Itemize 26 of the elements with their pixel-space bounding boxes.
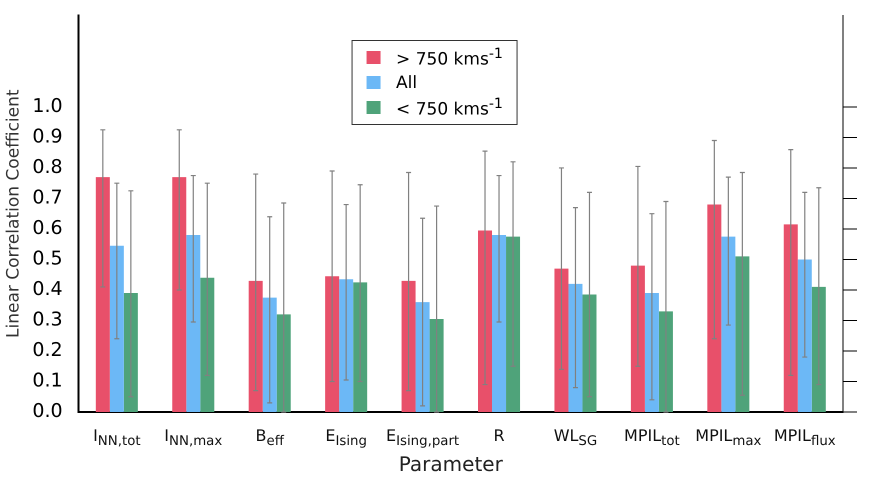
x-tick-label: I$_{NN,tot}$ xyxy=(93,426,141,450)
x-tick-label: MPIL$_{flux}$ xyxy=(774,426,836,450)
x-tick-label: WL$_{SG}$ xyxy=(554,426,598,450)
legend-label: > 750 kms$^{-1}$ xyxy=(396,46,503,70)
x-tick-label: I$_{NN,max}$ xyxy=(164,426,222,450)
y-tick-label: 0.3 xyxy=(32,308,63,330)
x-tick-label: R xyxy=(493,426,505,445)
y-tick-label: 0.0 xyxy=(32,400,63,422)
y-tick-label: 0.1 xyxy=(32,369,63,392)
x-tick-label: MPIL$_{max}$ xyxy=(695,426,762,450)
y-tick-label: 0.9 xyxy=(32,125,63,148)
y-tick-label: 0.8 xyxy=(32,156,63,178)
y-tick-label: 0.7 xyxy=(32,186,63,208)
y-tick-label: 0.5 xyxy=(32,247,63,270)
legend-label: All xyxy=(396,72,418,92)
y-tick-label: 0.6 xyxy=(32,216,63,239)
x-tick-label: E$_{Ising}$ xyxy=(325,426,367,450)
x-tick-label: MPIL$_{tot}$ xyxy=(624,426,680,450)
y-tick-label: 0.4 xyxy=(32,278,63,300)
y-tick-label: 0.2 xyxy=(32,338,63,361)
legend-label: < 750 kms$^{-1}$ xyxy=(396,96,503,120)
y-axis-title: Linear Correlation Coefficient xyxy=(4,89,24,338)
x-axis-title: Parameter xyxy=(398,452,503,476)
x-tick-label: B$_{eff}$ xyxy=(256,426,284,450)
y-tick-label: 1.0 xyxy=(32,94,63,117)
x-tick-label: E$_{Ising,part}$ xyxy=(386,426,460,450)
